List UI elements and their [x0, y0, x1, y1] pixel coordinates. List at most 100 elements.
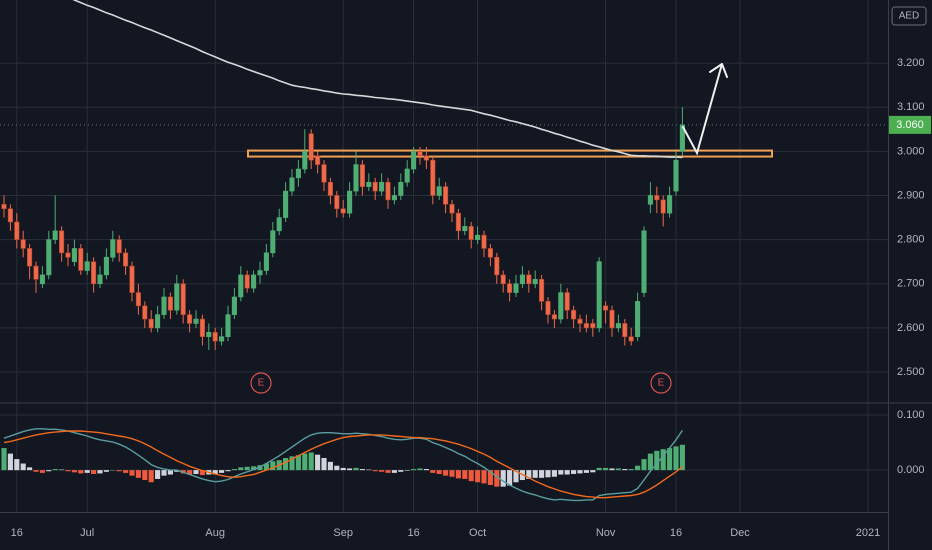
candle-body	[14, 221, 20, 240]
macd-line	[3, 428, 683, 502]
histogram-bar	[193, 470, 199, 474]
x-tick-label: Oct	[469, 527, 486, 539]
candle-body	[411, 151, 417, 170]
histogram-bar	[673, 446, 679, 471]
candle-body	[468, 226, 474, 240]
histogram-bar	[46, 470, 52, 472]
histogram-bar	[187, 470, 193, 475]
candle-body	[46, 239, 52, 276]
y-tick-label: 3.100	[897, 101, 925, 113]
candle-body	[577, 318, 583, 324]
candle-body	[635, 301, 641, 337]
histogram-bar	[500, 470, 506, 487]
candle-body	[167, 296, 173, 311]
currency-box	[891, 6, 927, 26]
candle-body	[398, 181, 404, 196]
histogram-bar	[27, 467, 33, 471]
histogram-bar	[596, 467, 602, 471]
candle-body	[455, 212, 461, 232]
histogram-bar	[481, 470, 487, 484]
histogram-bar	[270, 461, 276, 471]
histogram-bar	[667, 448, 673, 471]
candle-body	[551, 314, 557, 320]
candle-body	[129, 265, 135, 293]
candle-body	[193, 318, 199, 324]
histogram-bar	[161, 470, 167, 476]
histogram-bar	[97, 470, 103, 474]
candle-body	[590, 323, 596, 329]
histogram-bar	[455, 470, 461, 479]
histogram-bar	[513, 470, 519, 483]
histogram-bar	[174, 470, 180, 472]
histogram-bar	[167, 470, 173, 475]
histogram-bar	[308, 452, 314, 471]
histogram-bar	[654, 450, 660, 471]
histogram-bar	[372, 470, 378, 472]
macd-pane	[1, 428, 685, 502]
candle-body	[52, 230, 58, 240]
candle-body	[366, 181, 372, 187]
x-tick-label: Nov	[596, 527, 616, 539]
histogram-bar	[7, 453, 13, 471]
y-tick-label: 0.000	[897, 464, 925, 476]
histogram-bar	[443, 470, 449, 476]
candle-body	[494, 256, 500, 276]
histogram-bar	[289, 456, 295, 471]
histogram-bar	[135, 470, 141, 478]
candle-body	[334, 195, 340, 210]
histogram-bar	[71, 470, 77, 473]
candle-body	[532, 279, 538, 285]
histogram-bar	[641, 459, 647, 471]
x-tick-label: 16	[11, 527, 23, 539]
x-tick-label: 16	[670, 527, 682, 539]
histogram-bar	[545, 470, 551, 478]
histogram-bar	[532, 470, 538, 478]
histogram-bar	[583, 470, 589, 473]
candle-body	[206, 331, 212, 337]
candle-body	[603, 305, 609, 311]
candle-body	[302, 151, 308, 170]
histogram-bar	[526, 470, 532, 479]
earnings-label: E	[658, 378, 665, 389]
histogram-bar	[103, 470, 109, 472]
histogram-bar	[404, 470, 410, 471]
candle-body	[180, 283, 186, 315]
histogram-bar	[430, 470, 436, 473]
histogram-bar	[417, 468, 423, 471]
histogram-bar	[379, 470, 385, 472]
candle-body	[462, 226, 468, 232]
histogram-bar	[411, 469, 417, 471]
histogram-bar	[315, 454, 321, 471]
candle-body	[123, 252, 129, 267]
histogram-bar	[219, 470, 225, 473]
candle-body	[20, 239, 26, 249]
candle-body	[564, 292, 570, 311]
candle-body	[340, 208, 346, 214]
candle-body	[641, 230, 647, 293]
x-tick-label: Aug	[205, 527, 225, 539]
histogram-bar	[462, 470, 468, 479]
candle-body	[135, 292, 141, 307]
histogram-bar	[91, 470, 97, 474]
signal-line	[3, 430, 683, 499]
candle-body	[647, 195, 653, 205]
candle-body	[142, 305, 148, 320]
candle-body	[97, 274, 103, 285]
earnings-marker	[650, 372, 672, 394]
histogram-bar	[487, 470, 493, 485]
last-price-box	[889, 115, 931, 134]
candle-body	[449, 204, 455, 214]
candle-body	[155, 314, 161, 329]
candle-body	[596, 261, 602, 329]
histogram-bar	[1, 448, 7, 471]
candle-body	[244, 274, 250, 289]
candle-body	[481, 234, 487, 249]
candle-body	[91, 261, 97, 285]
histogram-bar	[468, 470, 474, 482]
x-tick-label: Jul	[80, 527, 94, 539]
candle-body	[251, 274, 257, 289]
histogram-bar	[347, 468, 353, 471]
candle-body	[571, 309, 577, 320]
